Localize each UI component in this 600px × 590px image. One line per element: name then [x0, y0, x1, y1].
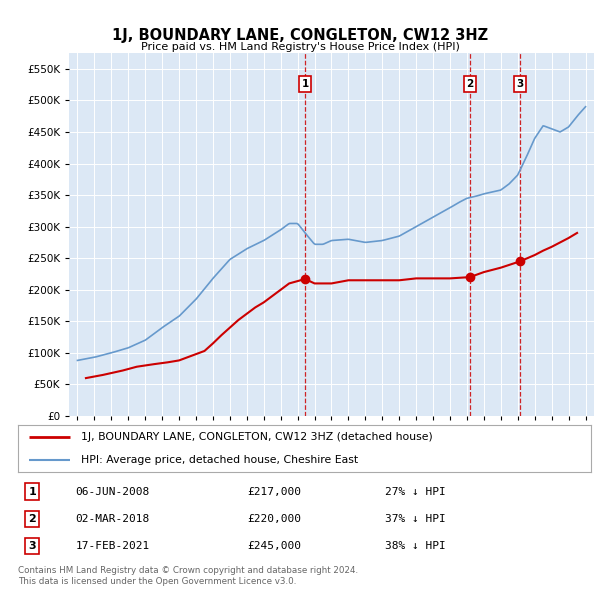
- Text: HPI: Average price, detached house, Cheshire East: HPI: Average price, detached house, Ches…: [81, 455, 358, 465]
- Text: 02-MAR-2018: 02-MAR-2018: [76, 514, 149, 524]
- Text: 37% ↓ HPI: 37% ↓ HPI: [385, 514, 445, 524]
- Text: Price paid vs. HM Land Registry's House Price Index (HPI): Price paid vs. HM Land Registry's House …: [140, 42, 460, 53]
- Text: 2: 2: [28, 514, 36, 524]
- Text: 3: 3: [29, 541, 36, 551]
- Text: £220,000: £220,000: [247, 514, 301, 524]
- Text: 06-JUN-2008: 06-JUN-2008: [76, 487, 149, 497]
- Text: 3: 3: [517, 79, 524, 89]
- Text: £217,000: £217,000: [247, 487, 301, 497]
- Text: 38% ↓ HPI: 38% ↓ HPI: [385, 541, 445, 551]
- Text: 1: 1: [28, 487, 36, 497]
- Text: 2: 2: [466, 79, 473, 89]
- Text: 1J, BOUNDARY LANE, CONGLETON, CW12 3HZ: 1J, BOUNDARY LANE, CONGLETON, CW12 3HZ: [112, 28, 488, 43]
- Text: 1J, BOUNDARY LANE, CONGLETON, CW12 3HZ (detached house): 1J, BOUNDARY LANE, CONGLETON, CW12 3HZ (…: [81, 432, 433, 442]
- Text: 17-FEB-2021: 17-FEB-2021: [76, 541, 149, 551]
- Text: 27% ↓ HPI: 27% ↓ HPI: [385, 487, 445, 497]
- Text: £245,000: £245,000: [247, 541, 301, 551]
- Text: This data is licensed under the Open Government Licence v3.0.: This data is licensed under the Open Gov…: [18, 577, 296, 586]
- Text: 1: 1: [301, 79, 309, 89]
- Text: Contains HM Land Registry data © Crown copyright and database right 2024.: Contains HM Land Registry data © Crown c…: [18, 566, 358, 575]
